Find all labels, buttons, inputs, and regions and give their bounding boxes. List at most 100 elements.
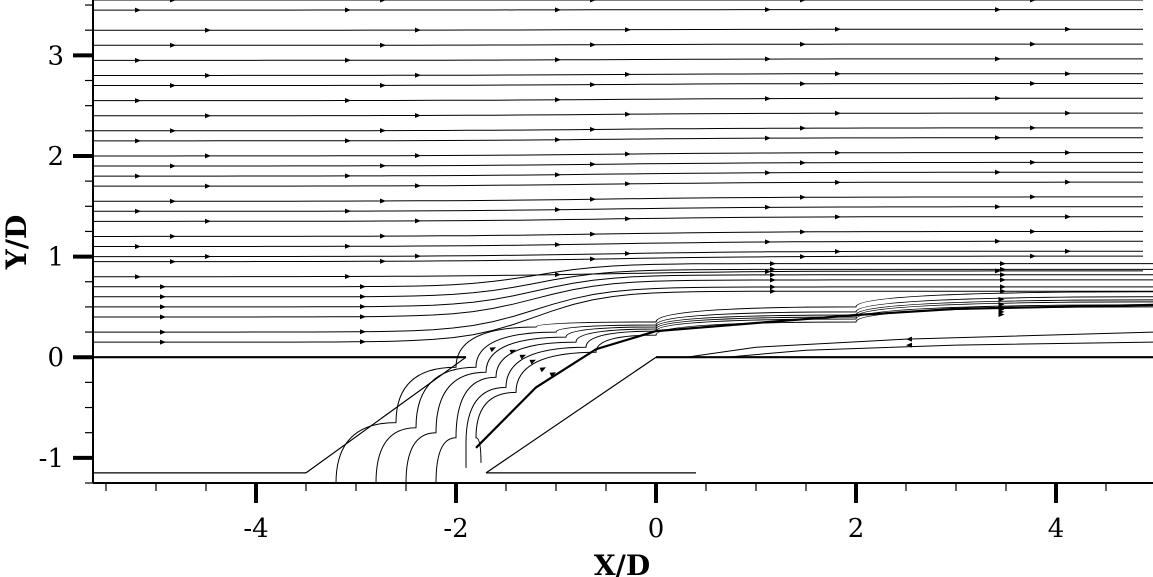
streamline-arrow <box>770 288 776 294</box>
streamline-arrow <box>360 294 366 300</box>
streamline-arrow <box>995 56 1001 62</box>
x-tick-label: -4 <box>243 514 268 544</box>
streamline-arrow <box>800 0 806 3</box>
x-ticks: -4 -2 0 2 4 <box>105 483 1107 544</box>
streamline-arrow <box>590 161 596 167</box>
streamline-freestream <box>93 196 1143 202</box>
streamline-deflected <box>93 286 1153 333</box>
streamline-arrow <box>1030 229 1036 234</box>
streamline-freestream <box>93 230 1143 237</box>
streamline-arrow <box>360 339 366 345</box>
streamline-arrow <box>625 111 631 117</box>
streamline-freestream <box>93 216 1143 222</box>
streamline-arrow <box>160 304 166 310</box>
streamline-arrow <box>170 83 176 88</box>
streamline-arrow <box>170 0 176 3</box>
streamline-arrow <box>835 110 841 116</box>
streamline-arrow <box>415 72 421 78</box>
streamline-arrow <box>770 272 776 278</box>
streamline-arrow <box>205 27 211 33</box>
streamline-jet <box>375 296 1153 484</box>
streamline-arrow <box>995 204 1001 210</box>
streamline-arrow <box>590 126 596 132</box>
streamline-arrow <box>995 95 1001 101</box>
streamline-arrow <box>415 183 421 189</box>
x-tick-label: -2 <box>443 514 468 544</box>
streamline-arrow <box>625 71 631 77</box>
streamline-arrow <box>995 7 1001 13</box>
streamline-freestream <box>93 97 1143 102</box>
x-axis-title: X/D <box>594 549 650 577</box>
streamline-jet <box>405 299 1153 484</box>
streamline-arrow <box>800 229 806 235</box>
streamline-arrow <box>555 7 561 13</box>
streamline-freestream <box>93 127 1143 132</box>
streamline-arrow <box>765 135 771 141</box>
streamline-arrow <box>160 284 166 290</box>
streamline-arrow <box>135 244 141 249</box>
streamline-arrow <box>590 231 596 237</box>
streamline-arrow <box>800 254 806 260</box>
streamline-arrow <box>1000 266 1006 272</box>
streamline-arrow <box>906 342 912 348</box>
x-tick-label: 4 <box>1048 514 1065 544</box>
streamline-arrow <box>135 173 141 179</box>
streamline-arrow <box>555 242 561 248</box>
y-ticks: -1 0 1 2 3 <box>39 4 93 484</box>
streamline-arrow <box>555 272 561 278</box>
streamline-arrow <box>625 216 631 222</box>
streamline-arrow <box>765 204 771 210</box>
streamline-arrow <box>549 372 556 378</box>
streamline-arrow <box>835 249 841 254</box>
streamline-arrow <box>160 294 166 300</box>
streamline-arrow <box>135 274 141 280</box>
streamline-arrow <box>1030 0 1036 3</box>
streamline-arrow <box>765 56 771 62</box>
streamline-arrow <box>1065 248 1071 254</box>
streamline-arrow <box>135 98 141 104</box>
streamline-arrow <box>1065 214 1071 220</box>
streamline-arrow <box>555 137 561 143</box>
x-tick-label: 2 <box>848 514 865 544</box>
streamline-arrow <box>519 354 526 360</box>
streamline-jet <box>435 301 1153 484</box>
streamline-deflected <box>93 290 1153 343</box>
streamline-arrow <box>835 179 841 185</box>
streamline-arrow <box>590 196 596 202</box>
streamline-arrow <box>415 253 421 259</box>
streamline-freestream <box>93 9 1143 11</box>
streamline-arrow <box>160 329 166 335</box>
streamline-arrow <box>625 27 631 33</box>
streamline-arrow <box>170 259 176 265</box>
streamline-freestream <box>93 171 1143 177</box>
streamline-arrow <box>345 7 351 13</box>
streamline-arrow <box>360 304 366 310</box>
streamline-freestream <box>93 255 1143 263</box>
streamline-freestream <box>93 181 1143 187</box>
streamline-arrow <box>1065 26 1071 32</box>
streamline-arrow <box>205 218 211 224</box>
streamline-arrow <box>380 0 386 3</box>
wall-hole-upstream-edge <box>305 356 467 474</box>
streamline-arrow <box>800 81 806 87</box>
streamline-arrow <box>800 160 806 166</box>
streamline-arrow <box>995 169 1001 175</box>
streamline-freestream <box>93 43 1143 46</box>
streamline-arrow <box>800 194 806 200</box>
streamline-arrow <box>1065 179 1071 185</box>
streamline-arrow <box>360 284 366 290</box>
streamline-arrow <box>765 269 771 275</box>
streamline-arrow <box>170 163 176 169</box>
axes: -4 -2 0 2 4 -1 0 1 2 3 <box>39 0 1153 544</box>
streamline-arrow <box>1030 253 1036 259</box>
streamline-freestream <box>93 161 1143 167</box>
streamline-arrow <box>529 359 536 365</box>
streamline-freestream <box>93 58 1143 61</box>
streamline-arrow <box>135 138 141 144</box>
streamline-arrow <box>380 42 386 48</box>
streamline-deflected <box>93 263 1153 288</box>
streamline-arrow <box>765 170 771 176</box>
streamline-arrow <box>906 336 912 342</box>
streamline-deflected <box>93 279 1153 318</box>
streamline-arrow <box>415 27 421 33</box>
